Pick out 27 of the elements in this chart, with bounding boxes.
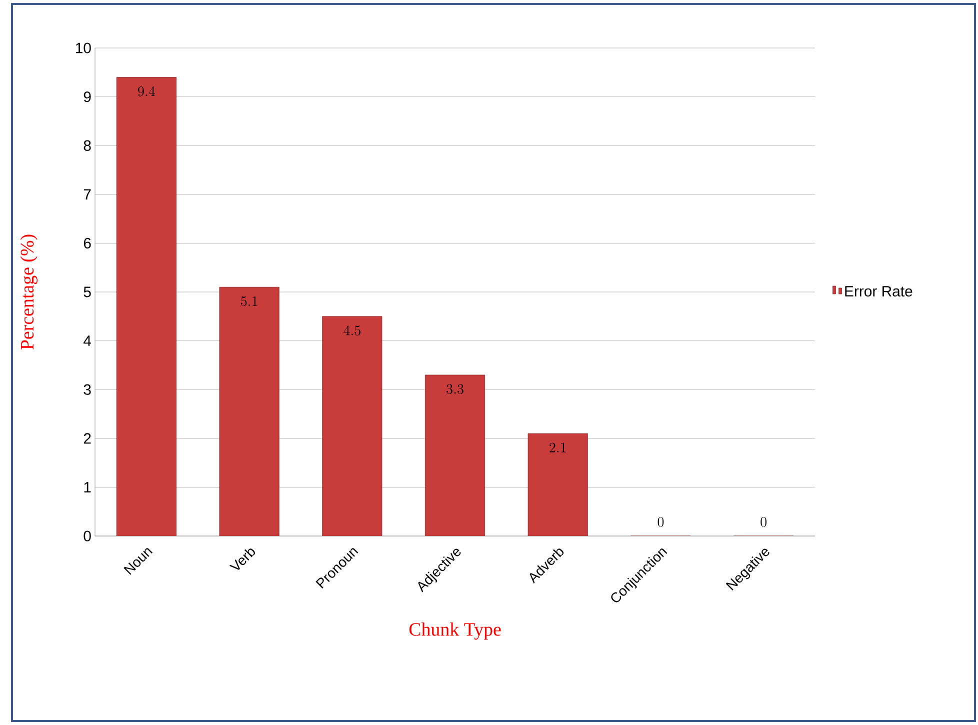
x-axis-title: Chunk Type	[409, 622, 501, 640]
y-tick-label: 9	[84, 92, 91, 102]
y-tick-label: 8	[84, 140, 91, 151]
bar	[528, 433, 588, 536]
data-label: 0	[760, 516, 766, 527]
y-tick-label: 4	[84, 336, 92, 346]
data-label: 0	[658, 516, 664, 527]
data-label: 2. 1	[550, 442, 566, 452]
bar	[424, 374, 486, 536]
bar	[219, 286, 280, 536]
y-tick-label: 10	[76, 42, 91, 54]
y-tick-label: 5	[84, 286, 91, 298]
y-tick-label: 3	[84, 384, 91, 395]
y-tick-label: 6	[84, 238, 91, 248]
data-label: 4.5	[344, 325, 360, 336]
data-label: 9.4	[138, 86, 156, 96]
data-label: 3.3	[446, 384, 464, 394]
y-tick-label: 2	[84, 433, 91, 444]
y-tick-label: 0	[84, 530, 91, 542]
x-tick-label: Verb	[229, 548, 255, 570]
legend-label: Error Rate	[845, 286, 912, 297]
y-tick-label: 7	[84, 189, 91, 200]
data-label: 5. 1	[241, 296, 258, 306]
bar	[322, 316, 382, 536]
y-axis-title: Percentage (%)	[20, 234, 38, 350]
bar	[116, 77, 176, 536]
y-tick-label: 1	[84, 482, 91, 492]
